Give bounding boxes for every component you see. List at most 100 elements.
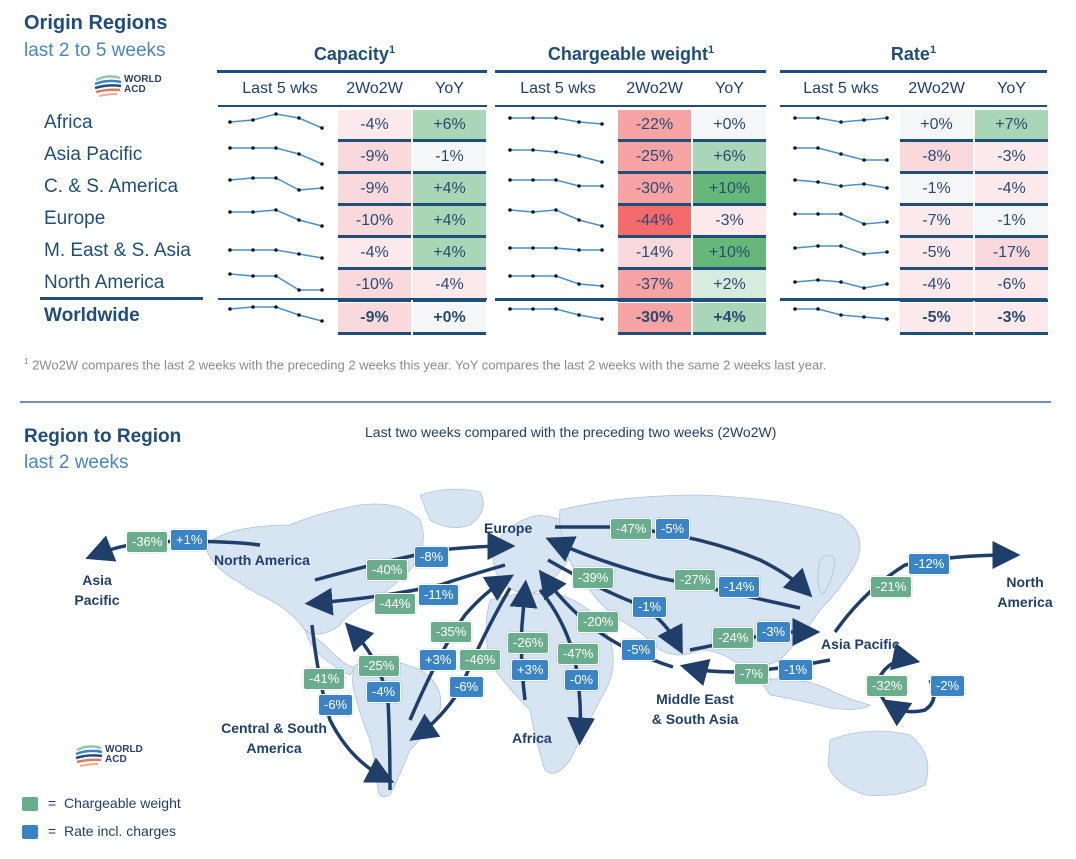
sparkline-point xyxy=(531,148,535,152)
chargeable-weight-tag: -46% xyxy=(459,649,502,671)
sparkline-point xyxy=(600,184,604,188)
map-caption: Last two weeks compared with the precedi… xyxy=(365,424,777,440)
sparkline-point xyxy=(600,248,604,252)
sparkline-rate xyxy=(793,116,889,124)
chargeable-weight-tag: -47% xyxy=(610,518,653,540)
chargeable-weight-tag: -24% xyxy=(712,627,755,649)
sparkline-line xyxy=(230,209,323,227)
sparkline-point xyxy=(251,274,255,278)
chargeable-weight-two-wo-two-w-cell: -44% xyxy=(618,206,691,238)
sparkline-chargeable-weight xyxy=(508,148,604,164)
row-label: Africa xyxy=(44,112,93,133)
capacity-two-wo-two-w-cell: -9% xyxy=(338,303,411,335)
sparkline-point xyxy=(885,158,889,162)
sparkline-point xyxy=(554,178,558,182)
sparkline-point xyxy=(816,307,820,311)
sparkline-point xyxy=(297,218,301,222)
rate-tag: -1% xyxy=(778,659,814,681)
rate-yoy-cell: -4% xyxy=(975,174,1048,206)
chargeable-weight-two-wo-two-w-cell: -37% xyxy=(618,270,691,302)
sparkline-point xyxy=(297,188,301,192)
sparkline-point xyxy=(554,208,558,212)
sparkline-point xyxy=(228,146,232,150)
rate-yoy-cell: -3% xyxy=(975,142,1048,174)
chargeable-weight-tag: -39% xyxy=(572,567,615,589)
globe-logo-icon xyxy=(94,75,122,97)
sparkline-point xyxy=(531,116,535,120)
sparkline-point xyxy=(228,248,232,252)
capacity-yoy-cell: +4% xyxy=(413,206,486,238)
rate-yoy-cell: +7% xyxy=(975,110,1048,142)
sparkline-point xyxy=(816,116,820,120)
region-to-region-subtitle: last 2 weeks xyxy=(24,452,129,473)
chargeable-weight-tag: -35% xyxy=(430,621,473,643)
chargeable-weight-two-wo-two-w-cell: -30% xyxy=(618,303,691,335)
sparkline-capacity xyxy=(228,208,324,228)
sparkline-point xyxy=(320,186,324,190)
sparkline-point xyxy=(508,274,512,278)
sparkline-point xyxy=(508,246,512,250)
sparkline-point xyxy=(839,280,843,284)
sparkline-point xyxy=(839,184,843,188)
sparkline-chargeable-weight xyxy=(508,116,604,126)
capacity-two-wo-two-w-cell: -9% xyxy=(338,142,411,174)
sparkline-point xyxy=(839,244,843,248)
sparkline-point xyxy=(251,305,255,309)
sparkline-rate xyxy=(793,178,889,190)
rate-two-wo-two-w-cell: -7% xyxy=(900,206,973,238)
rate-tag: -5% xyxy=(621,639,657,661)
sparkline-point xyxy=(554,150,558,154)
rate-tag: -3% xyxy=(756,621,792,643)
weight-col-last5: Last 5 wks xyxy=(520,80,596,97)
label-central-south-america: Central & South America xyxy=(221,720,327,756)
sparkline-capacity xyxy=(228,272,324,292)
chargeable-weight-yoy-cell: +6% xyxy=(693,142,766,174)
sparkline-point xyxy=(251,118,255,122)
rate-yoy-cell: -17% xyxy=(975,238,1048,270)
chargeable-weight-yoy-cell: +4% xyxy=(693,303,766,335)
chargeable-weight-tag: -44% xyxy=(374,593,417,615)
sparkline-point xyxy=(839,212,843,216)
sparkline-point xyxy=(577,248,581,252)
logo-world-text: WORLD xyxy=(124,74,162,85)
origin-regions-title: Origin Regions xyxy=(24,12,168,34)
sparkline-line xyxy=(229,177,323,191)
sparkline-point xyxy=(508,208,512,212)
arrow-csa-to-na xyxy=(344,622,392,791)
sparkline-point xyxy=(251,176,255,180)
rate-col-yoy: YoY xyxy=(997,80,1026,97)
world-acd-logo: WORLD ACD xyxy=(94,72,174,102)
sparkline-point xyxy=(793,212,797,216)
chargeable-weight-group-title: Chargeable weight1 xyxy=(547,44,715,64)
chargeable-weight-two-wo-two-w-cell: -14% xyxy=(618,238,691,270)
legend-swatch-rate xyxy=(22,825,38,839)
sparkline-capacity xyxy=(228,146,324,166)
chargeable-weight-yoy-cell: -3% xyxy=(693,206,766,238)
japan-landmass xyxy=(817,554,836,596)
capacity-yoy-cell: +4% xyxy=(413,174,486,206)
sparkline-rate xyxy=(793,212,889,226)
sparkline-point xyxy=(816,244,820,248)
weight-header-rule xyxy=(495,70,766,73)
arrow-csa-to-eu xyxy=(408,574,515,721)
section-divider xyxy=(20,401,1051,403)
sparkline-point xyxy=(577,184,581,188)
sparkline-point xyxy=(251,210,255,214)
label-asia-pacific-left: Asia Pacific xyxy=(74,572,120,608)
sparkline-point xyxy=(554,274,558,278)
sparkline-point xyxy=(600,317,604,321)
rate-yoy-cell: -3% xyxy=(975,303,1048,335)
southeast-asia-islands xyxy=(759,678,871,710)
chargeable-weight-two-wo-two-w-cell: -25% xyxy=(618,142,691,174)
legend-eq-2: = xyxy=(48,823,57,839)
sparkline-point xyxy=(531,274,535,278)
capacity-col-2wo2w: 2Wo2W xyxy=(346,80,403,97)
capacity-yoy-cell: +4% xyxy=(413,238,486,270)
capacity-two-wo-two-w-cell: -4% xyxy=(338,110,411,142)
sparkline-point xyxy=(885,116,889,120)
sparkline-chargeable-weight xyxy=(508,307,604,321)
capacity-group-title: Capacity1 xyxy=(313,44,396,64)
sparkline-point xyxy=(251,146,255,150)
sparkline-point xyxy=(508,307,512,311)
rate-group-title: Rate1 xyxy=(890,44,937,64)
